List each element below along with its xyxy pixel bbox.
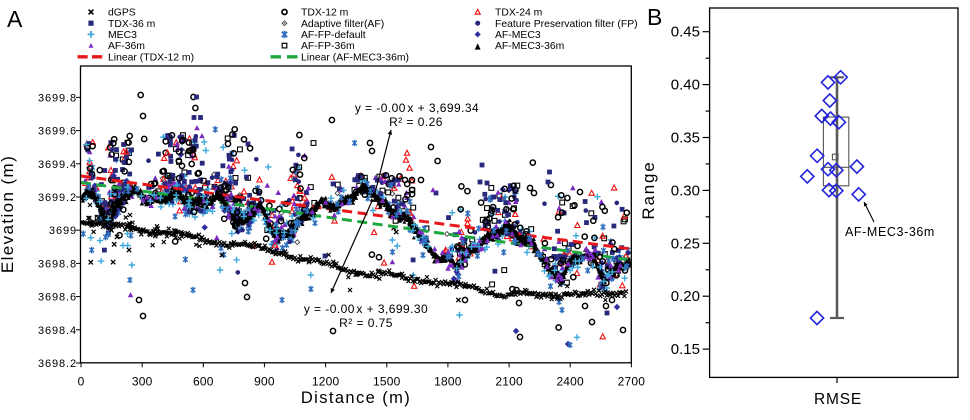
- svg-text:Feature Preservation filter (F: Feature Preservation filter (FP): [495, 19, 638, 30]
- svg-text:1800: 1800: [434, 375, 462, 389]
- svg-text:1500: 1500: [373, 375, 401, 389]
- svg-text:2700: 2700: [618, 375, 646, 389]
- svg-text:3698.2: 3698.2: [38, 358, 77, 370]
- svg-text:0: 0: [78, 375, 85, 389]
- svg-text:3699.6: 3699.6: [38, 126, 77, 138]
- svg-text:AF-FP-36m: AF-FP-36m: [301, 41, 355, 52]
- svg-text:R² = 0.75: R² = 0.75: [339, 316, 393, 330]
- svg-text:2100: 2100: [495, 375, 523, 389]
- svg-text:RMSE: RMSE: [814, 391, 862, 408]
- svg-text:AF-36m: AF-36m: [108, 41, 145, 52]
- svg-text:1200: 1200: [312, 375, 340, 389]
- svg-text:B: B: [647, 4, 662, 30]
- svg-text:Linear (TDX-12 m): Linear (TDX-12 m): [108, 52, 194, 63]
- svg-text:TDX-12 m: TDX-12 m: [301, 8, 348, 19]
- svg-text:0.45: 0.45: [671, 24, 700, 41]
- svg-text:0.35: 0.35: [671, 130, 700, 147]
- svg-text:0.40: 0.40: [671, 77, 700, 94]
- svg-text:MEC3: MEC3: [108, 30, 137, 41]
- svg-text:300: 300: [132, 375, 153, 389]
- svg-text:3698.4: 3698.4: [38, 325, 77, 337]
- svg-text:3698.6: 3698.6: [38, 292, 77, 304]
- svg-text:3698.8: 3698.8: [38, 258, 77, 270]
- svg-text:Linear (AF-MEC3-36m): Linear (AF-MEC3-36m): [301, 52, 409, 63]
- svg-text:Elevation (m): Elevation (m): [0, 155, 17, 273]
- svg-text:y = -0.00 x + 3,699.30: y = -0.00 x + 3,699.30: [304, 302, 428, 316]
- svg-text:AF-MEC3-36m: AF-MEC3-36m: [845, 225, 935, 239]
- svg-text:900: 900: [254, 375, 275, 389]
- svg-text:AF-FP-default: AF-FP-default: [301, 30, 366, 41]
- svg-text:0.25: 0.25: [671, 235, 700, 252]
- svg-text:Adaptive filter(AF): Adaptive filter(AF): [301, 19, 384, 30]
- svg-text:R² = 0.26: R² = 0.26: [389, 115, 443, 129]
- svg-text:y = -0.00 x + 3,699.34: y = -0.00 x + 3,699.34: [355, 101, 479, 115]
- svg-text:0.20: 0.20: [671, 288, 700, 305]
- svg-text:AF-MEC3-36m: AF-MEC3-36m: [495, 41, 564, 52]
- svg-text:3699: 3699: [49, 225, 77, 237]
- svg-text:0.30: 0.30: [671, 182, 700, 199]
- svg-text:2400: 2400: [556, 375, 584, 389]
- svg-text:0.15: 0.15: [671, 341, 700, 358]
- svg-text:600: 600: [193, 375, 214, 389]
- svg-text:3699.2: 3699.2: [38, 192, 77, 204]
- svg-text:TDX-24 m: TDX-24 m: [495, 8, 542, 19]
- svg-text:AF-MEC3: AF-MEC3: [495, 30, 541, 41]
- svg-text:Range: Range: [639, 160, 658, 219]
- svg-text:A: A: [7, 6, 23, 32]
- svg-text:3699.4: 3699.4: [38, 159, 77, 171]
- svg-text:Distance (m): Distance (m): [301, 389, 411, 407]
- svg-text:dGPS: dGPS: [108, 8, 136, 19]
- svg-text:TDX-36 m: TDX-36 m: [108, 19, 155, 30]
- svg-text:3699.8: 3699.8: [38, 92, 77, 104]
